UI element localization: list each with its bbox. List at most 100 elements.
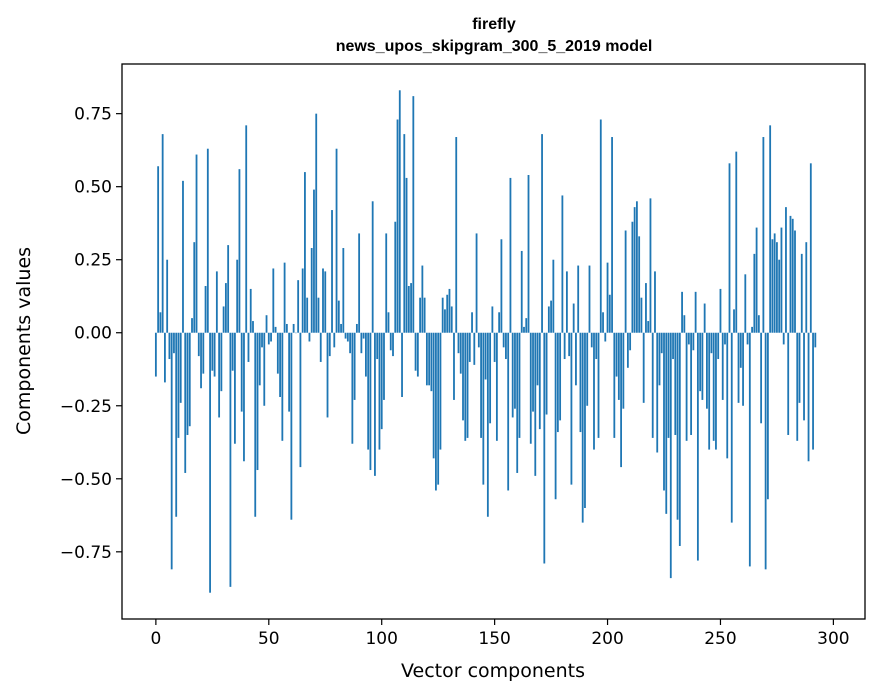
x-axis-ticks: 0 50 100 150 200 250 300: [150, 619, 850, 649]
bar: [419, 297, 422, 333]
bar: [782, 332, 785, 345]
bar: [455, 137, 458, 333]
bar: [188, 332, 191, 427]
bar: [629, 332, 632, 351]
bar: [272, 268, 275, 333]
bar: [525, 318, 528, 333]
bar: [719, 288, 722, 333]
bar: [712, 332, 715, 441]
bar: [335, 148, 338, 333]
bar: [220, 332, 223, 392]
bar: [514, 332, 516, 409]
bar: [660, 332, 663, 354]
chart-title: firefly: [472, 16, 516, 33]
bar: [715, 332, 717, 450]
bar: [432, 332, 435, 459]
bar: [416, 332, 419, 377]
bar: [159, 312, 162, 333]
bar: [633, 207, 636, 333]
bar: [337, 300, 340, 333]
bar: [638, 236, 641, 333]
bar: [534, 332, 537, 476]
bar: [457, 332, 460, 354]
bar: [724, 332, 726, 345]
bar: [340, 323, 342, 333]
y-tick-label: 0.75: [74, 105, 112, 125]
bar: [676, 332, 679, 520]
bar: [229, 332, 232, 587]
bar: [410, 283, 412, 333]
bar: [642, 332, 645, 403]
bar: [385, 233, 388, 333]
bar: [313, 189, 315, 333]
bar: [699, 332, 702, 392]
bar: [762, 137, 765, 333]
bar: [281, 332, 284, 441]
bar: [800, 253, 803, 333]
bar: [809, 163, 812, 333]
bar: [577, 265, 580, 333]
bar: [505, 332, 507, 360]
bar: [274, 326, 277, 333]
bar: [493, 332, 496, 362]
bar: [403, 134, 406, 333]
bar: [649, 198, 652, 333]
bar: [430, 332, 433, 392]
bar: [161, 134, 164, 333]
bar: [473, 332, 476, 365]
bar: [315, 113, 318, 333]
y-axis-label: Components values: [13, 247, 35, 435]
bar: [154, 332, 157, 377]
bar: [351, 332, 354, 444]
bar: [529, 332, 532, 444]
bar: [301, 268, 304, 333]
bar: [798, 332, 801, 403]
bar: [683, 315, 686, 333]
y-tick-label: −0.25: [60, 397, 112, 417]
bar: [744, 274, 747, 333]
bar: [507, 332, 510, 491]
bar: [328, 332, 331, 357]
bar: [285, 323, 288, 333]
bar: [173, 332, 175, 354]
bar: [703, 303, 706, 333]
bar: [489, 332, 492, 424]
bar: [753, 253, 756, 333]
bar: [211, 332, 214, 371]
bar: [737, 332, 740, 403]
bar: [258, 332, 261, 386]
bar: [669, 332, 672, 579]
bar: [236, 259, 239, 333]
x-tick-label: 300: [817, 629, 849, 649]
bar: [620, 332, 622, 468]
bar: [588, 265, 591, 333]
bar: [608, 294, 611, 333]
bar: [222, 306, 225, 333]
bar: [448, 288, 451, 333]
bar: [687, 332, 690, 345]
y-tick-label: 0.25: [74, 251, 112, 271]
bar: [733, 309, 735, 333]
bar: [755, 227, 758, 333]
bar: [572, 303, 575, 333]
bar: [766, 332, 769, 500]
bar: [794, 230, 796, 333]
bar: [355, 323, 358, 333]
bar: [597, 332, 600, 438]
bar: [498, 312, 501, 333]
bar: [475, 233, 478, 333]
bar: [482, 332, 485, 485]
bar: [742, 332, 744, 406]
bar: [791, 218, 794, 333]
bar: [177, 332, 180, 438]
chart-subtitle: news_upos_skipgram_300_5_2019 model: [336, 38, 653, 55]
bar: [346, 332, 349, 342]
bar: [663, 332, 665, 491]
bar: [401, 332, 403, 397]
bar: [590, 332, 593, 348]
bar: [565, 271, 568, 333]
bar: [254, 332, 257, 517]
bar: [317, 297, 320, 333]
bar: [276, 332, 279, 374]
bar: [170, 332, 173, 570]
